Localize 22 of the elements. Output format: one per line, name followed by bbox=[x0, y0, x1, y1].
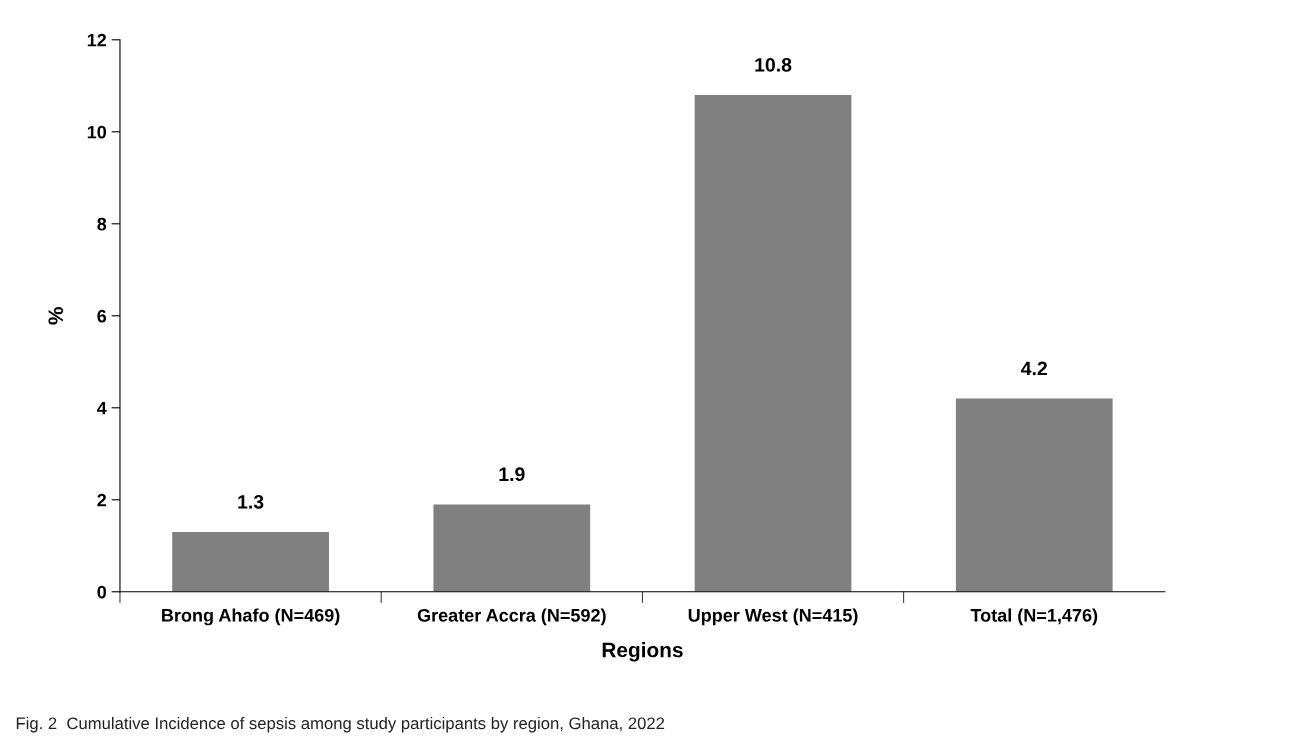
bar bbox=[172, 531, 329, 592]
y-tick-label: 2 bbox=[97, 493, 107, 507]
data-label: 1.9 bbox=[499, 467, 525, 482]
x-tick-label: Total (N=1,476) bbox=[970, 608, 1098, 626]
bar bbox=[433, 504, 591, 592]
y-tick-label: 6 bbox=[97, 309, 107, 323]
data-label: 4.2 bbox=[1021, 361, 1047, 376]
x-tick-label: Brong Ahafo (N=469) bbox=[162, 608, 340, 626]
y-tick-label: 12 bbox=[87, 33, 107, 47]
y-tick-label: 4 bbox=[97, 401, 107, 415]
bar bbox=[694, 95, 852, 592]
caption: Fig. 2 Cumulative Incidence of sepsis among study participants by region, Ghana, 2022 bbox=[16, 716, 665, 733]
bar bbox=[955, 398, 1113, 592]
x-axis-title: Regions bbox=[602, 642, 683, 662]
y-tick-label: 0 bbox=[97, 585, 107, 599]
x-tick-label: Greater Accra (N=592) bbox=[417, 608, 606, 626]
data-label: 1.3 bbox=[238, 494, 264, 509]
data-label: 10.8 bbox=[755, 57, 792, 72]
x-tick-label: Upper West (N=415) bbox=[688, 608, 858, 626]
y-tick-label: 10 bbox=[87, 125, 107, 139]
y-axis-title: % bbox=[48, 307, 64, 325]
y-tick-label: 8 bbox=[97, 217, 107, 231]
